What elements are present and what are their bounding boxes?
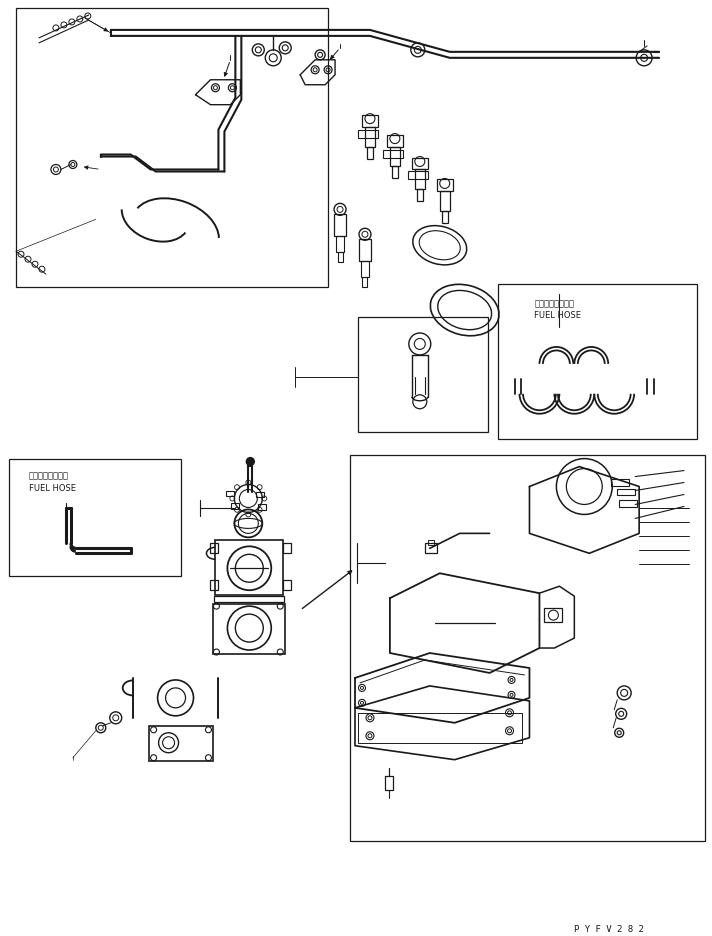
Bar	[334, 214, 346, 236]
Bar	[390, 147, 400, 167]
Bar	[611, 478, 629, 486]
Bar	[214, 596, 284, 602]
Text: フュ－エルホ－ス: フュ－エルホ－ス	[535, 300, 575, 308]
Bar	[362, 114, 378, 126]
Bar	[211, 543, 219, 553]
Bar	[214, 604, 286, 654]
Bar	[337, 252, 342, 262]
Text: P Y F V 2 8 2: P Y F V 2 8 2	[575, 925, 644, 934]
Bar	[428, 540, 434, 546]
Bar	[283, 543, 291, 553]
Bar	[16, 8, 328, 287]
Bar	[258, 505, 266, 510]
Bar	[358, 129, 378, 138]
Bar	[361, 261, 369, 277]
Bar	[545, 608, 562, 622]
Bar	[417, 189, 423, 201]
Circle shape	[246, 458, 254, 465]
Bar	[216, 540, 283, 595]
Bar	[367, 147, 373, 158]
Bar	[9, 459, 181, 577]
Bar	[408, 171, 428, 180]
Bar	[441, 212, 448, 224]
Bar	[362, 277, 367, 287]
Text: フュ－エルホ－ス: フュ－エルホ－ス	[29, 472, 69, 480]
Text: FUEL HOSE: FUEL HOSE	[535, 311, 582, 320]
Bar	[211, 580, 219, 591]
Bar	[358, 713, 523, 743]
Bar	[350, 455, 705, 841]
Bar	[149, 725, 214, 761]
Bar	[231, 504, 239, 509]
Bar	[283, 580, 291, 591]
Bar	[619, 501, 637, 507]
Bar	[226, 490, 234, 496]
Bar	[392, 167, 398, 179]
Bar	[358, 317, 488, 431]
Bar	[365, 126, 375, 147]
Bar	[436, 180, 453, 192]
Bar	[256, 491, 264, 498]
Bar	[383, 150, 403, 157]
Bar	[498, 285, 697, 439]
Bar	[336, 236, 344, 252]
Text: FUEL HOSE: FUEL HOSE	[29, 484, 76, 492]
Bar	[617, 489, 635, 495]
Bar	[440, 192, 450, 212]
Bar	[412, 157, 428, 169]
Bar	[425, 543, 436, 553]
Bar	[415, 169, 425, 189]
Bar	[359, 240, 371, 261]
Bar	[387, 135, 403, 147]
